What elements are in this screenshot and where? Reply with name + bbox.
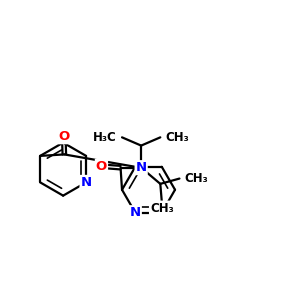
Text: N: N xyxy=(130,206,141,219)
Text: N: N xyxy=(80,176,92,189)
Text: N: N xyxy=(136,161,147,174)
Text: H₃C: H₃C xyxy=(93,131,117,144)
Text: CH₃: CH₃ xyxy=(166,131,189,144)
Text: CH₃: CH₃ xyxy=(185,172,208,185)
Text: O: O xyxy=(96,160,107,173)
Text: CH₃: CH₃ xyxy=(150,202,174,214)
Text: O: O xyxy=(58,130,69,143)
